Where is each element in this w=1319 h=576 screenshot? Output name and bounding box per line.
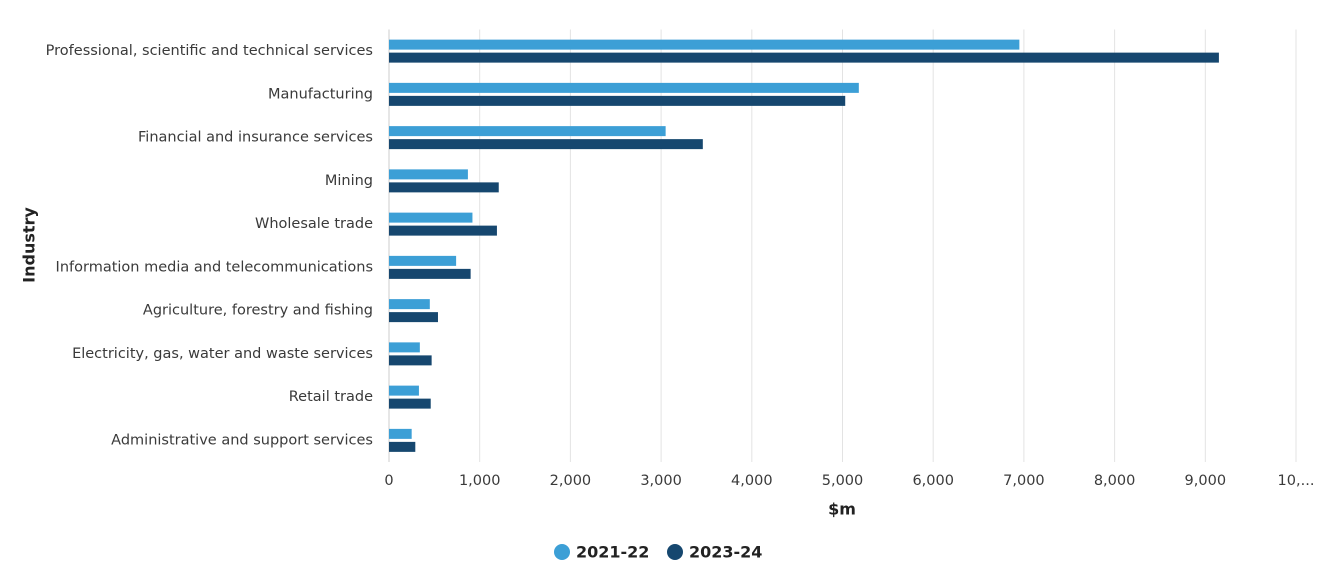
x-tick-label: 0 [384, 473, 393, 489]
bar [389, 169, 468, 180]
y-tick-label: Electricity, gas, water and waste servic… [72, 346, 373, 362]
bar [389, 182, 499, 193]
y-tick-label: Administrative and support services [111, 432, 373, 448]
bar [389, 355, 432, 366]
x-tick-label: 3,000 [640, 473, 682, 489]
bar [389, 212, 473, 223]
bar [389, 225, 497, 236]
bar [389, 82, 859, 93]
legend-marker[interactable] [554, 544, 570, 560]
y-tick-label: Mining [325, 173, 373, 189]
x-tick-label: 4,000 [731, 473, 773, 489]
bar [389, 385, 419, 396]
y-tick-label: Agriculture, forestry and fishing [143, 303, 373, 319]
x-tick-label: 9,000 [1185, 473, 1227, 489]
x-axis-label: $m [828, 500, 856, 519]
bar [389, 441, 416, 452]
y-tick-label: Wholesale trade [255, 216, 373, 232]
y-tick-label: Manufacturing [268, 86, 373, 102]
x-tick-label: 1,000 [459, 473, 501, 489]
bar [389, 312, 438, 323]
y-axis-label: Industry [20, 207, 39, 283]
legend-marker[interactable] [667, 544, 683, 560]
x-tick-label: 6,000 [912, 473, 954, 489]
y-tick-label: Professional, scientific and technical s… [46, 43, 373, 59]
bar [389, 342, 420, 353]
legend-label[interactable]: 2023-24 [689, 543, 762, 562]
bar [389, 255, 457, 266]
bar [389, 39, 1020, 50]
x-tick-label: 7,000 [1003, 473, 1045, 489]
y-tick-label: Financial and insurance services [138, 130, 373, 146]
y-tick-label: Retail trade [289, 389, 373, 405]
x-tick-label: 10,... [1278, 473, 1315, 489]
y-tick-label: Information media and telecommunications [56, 259, 373, 275]
bar [389, 268, 471, 279]
bar [389, 52, 1219, 63]
bar [389, 95, 846, 106]
x-tick-label: 2,000 [550, 473, 592, 489]
bar [389, 428, 412, 439]
x-tick-label: 5,000 [822, 473, 864, 489]
bar [389, 398, 431, 409]
bar [389, 139, 703, 150]
bar [389, 126, 666, 137]
x-tick-label: 8,000 [1094, 473, 1136, 489]
legend-label[interactable]: 2021-22 [576, 543, 649, 562]
bar [389, 299, 430, 310]
